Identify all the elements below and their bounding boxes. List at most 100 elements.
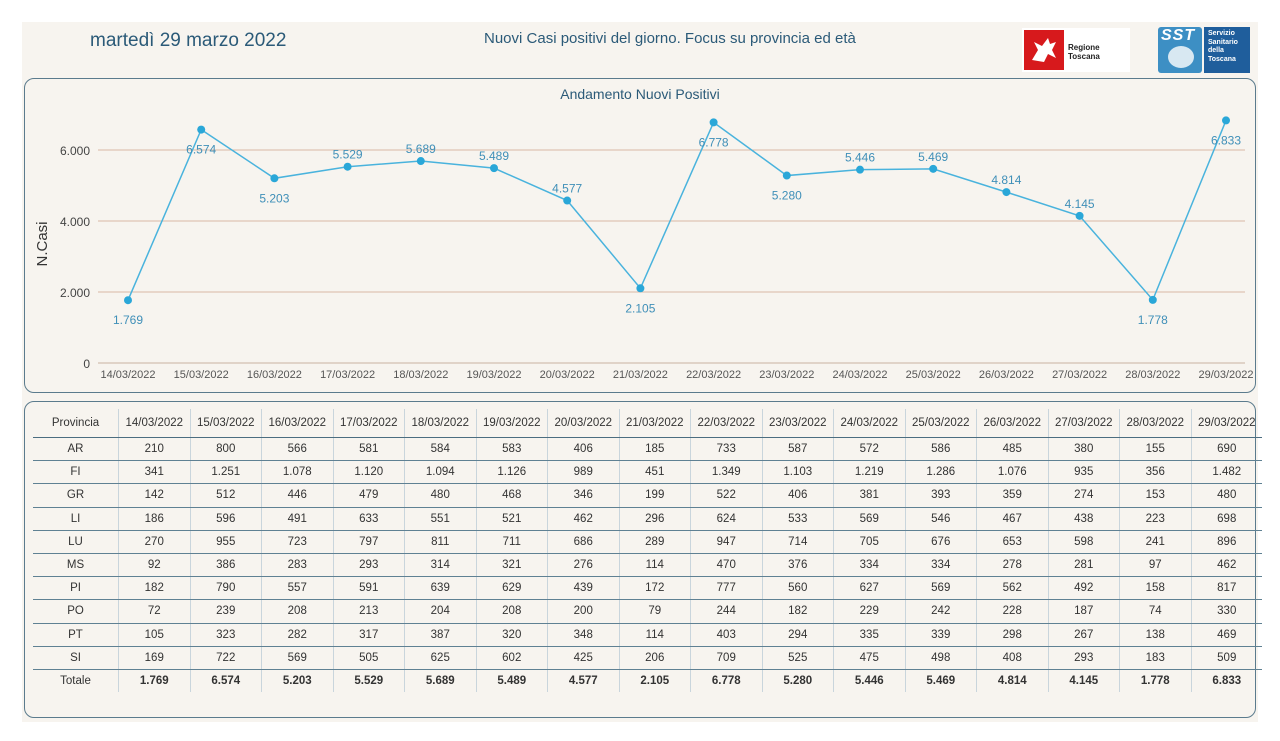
table-cell: 446 (261, 483, 333, 508)
x-tick-label: 27/03/2022 (1052, 369, 1107, 381)
data-label: 5.203 (259, 191, 289, 205)
x-tick-label: 15/03/2022 (174, 369, 229, 381)
data-point (856, 165, 864, 174)
table-cell: 733 (690, 437, 762, 462)
table-cell: 686 (547, 530, 619, 554)
table-cell: 569 (904, 576, 977, 601)
table-cell: 330 (1190, 599, 1262, 624)
series-line (127, 120, 1227, 302)
table-cell: 572 (833, 437, 905, 462)
table-cell: 722 (189, 646, 262, 670)
data-label: 4.577 (552, 182, 582, 196)
regione-toscana-logo: Regione Toscana (1022, 28, 1130, 72)
table-cell: 653 (976, 530, 1048, 554)
column-header-provincia: Provincia (33, 409, 119, 438)
table-cell: 485 (976, 437, 1048, 462)
x-tick-label: 24/03/2022 (832, 369, 887, 381)
table-cell: 709 (690, 646, 762, 670)
province-name: GR (33, 483, 119, 508)
table-row: PO 72 239 208 213 204 208 200 79 244 182 229 242 228 1… (33, 599, 1262, 624)
table-cell: 512 (189, 483, 262, 508)
table-cell: 551 (404, 507, 476, 531)
table-cell: 210 (118, 437, 190, 462)
report-title: Nuovi Casi positivi del giorno. Focus su… (484, 30, 856, 47)
table-cell: 480 (1190, 483, 1262, 508)
table-cell: 79 (618, 599, 691, 624)
table-row: GR 142 512 446 479 480 468 346 199 522 406 381 393 35… (33, 483, 1262, 508)
pegasus-flag-icon (1024, 30, 1064, 70)
table-cell: 896 (1190, 530, 1262, 554)
table-cell: 451 (618, 460, 691, 485)
table-cell: 5.489 (475, 669, 548, 693)
table-row: LI 186 596 491 633 551 521 462 296 624 533 569 546 46… (33, 507, 1262, 531)
table-cell: 267 (1047, 623, 1120, 647)
sst-name-box: Servizio Sanitario della Toscana (1204, 27, 1250, 73)
table-cell: 591 (332, 576, 405, 601)
data-point (197, 125, 206, 134)
column-header-date: 25/03/2022 (904, 409, 977, 438)
x-tick-label: 17/03/2022 (320, 369, 375, 381)
table-cell: 1.103 (761, 460, 834, 485)
province-name: PI (33, 576, 119, 601)
sst-logo: SST Servizio Sanitario della Toscana (1158, 27, 1250, 73)
sst-acronym: SST (1161, 27, 1196, 44)
table-cell: 6.574 (189, 669, 262, 693)
table-cell: 169 (118, 646, 190, 670)
table-cell: 359 (976, 483, 1048, 508)
table-cell: 6.778 (690, 669, 762, 693)
table-cell: 1.078 (261, 460, 333, 485)
table-cell: 323 (189, 623, 262, 647)
table-cell: 598 (1047, 530, 1120, 554)
province-name: FI (33, 460, 119, 485)
table-cell: 381 (833, 483, 905, 508)
data-point (1148, 295, 1157, 304)
table-cell: 314 (404, 553, 476, 578)
x-tick-label: 28/03/2022 (1125, 369, 1180, 381)
table-header-row: Provincia 14/03/2022 15/03/2022 16/03/2022 1… (33, 409, 1262, 438)
column-header-date: 17/03/2022 (332, 409, 405, 438)
column-header-date: 22/03/2022 (690, 409, 762, 438)
table-cell: 955 (189, 530, 262, 554)
sst-line-3: della (1208, 47, 1224, 54)
province-name: Totale (60, 674, 91, 687)
table-cell: 317 (332, 623, 405, 647)
x-tick-label: 25/03/2022 (906, 369, 961, 381)
data-point (490, 164, 498, 173)
table-cell: 1.349 (690, 460, 762, 485)
table-cell: 281 (1047, 553, 1120, 578)
table-cell: 387 (404, 623, 476, 647)
table-cell: 462 (547, 507, 619, 531)
y-tick-label: 6.000 (60, 144, 90, 158)
data-point (929, 164, 938, 173)
table-cell: 334 (833, 553, 905, 578)
table-cell: 242 (904, 599, 977, 624)
table-cell: 339 (904, 623, 977, 647)
data-label: 2.105 (625, 301, 655, 315)
x-tick-label: 20/03/2022 (540, 369, 595, 381)
data-point (636, 284, 645, 293)
table-cell: 1.094 (404, 460, 476, 485)
table-cell: 562 (976, 576, 1048, 601)
table-cell: 711 (475, 530, 548, 554)
table-cell: 386 (189, 553, 262, 578)
table-cell: 639 (404, 576, 476, 601)
x-tick-label: 21/03/2022 (613, 369, 668, 381)
table-cell: 797 (332, 530, 405, 554)
data-label: 6.778 (699, 135, 729, 149)
table-cell: 200 (547, 599, 619, 624)
data-point (1222, 116, 1230, 125)
data-label: 6.833 (1211, 133, 1241, 147)
table-cell: 989 (547, 460, 619, 485)
data-point (709, 118, 718, 127)
x-tick-label: 16/03/2022 (247, 369, 302, 381)
x-tick-label: 19/03/2022 (466, 369, 521, 381)
table-cell: 403 (690, 623, 762, 647)
table-cell: 278 (976, 553, 1048, 578)
table-cell: 498 (904, 646, 977, 670)
table-cell: 425 (547, 646, 619, 670)
column-header-date: 20/03/2022 (547, 409, 619, 438)
table-cell: 569 (833, 507, 905, 531)
table-cell: 800 (189, 437, 262, 462)
report-date: martedì 29 marzo 2022 (90, 30, 287, 51)
column-header-date: 27/03/2022 (1047, 409, 1120, 438)
